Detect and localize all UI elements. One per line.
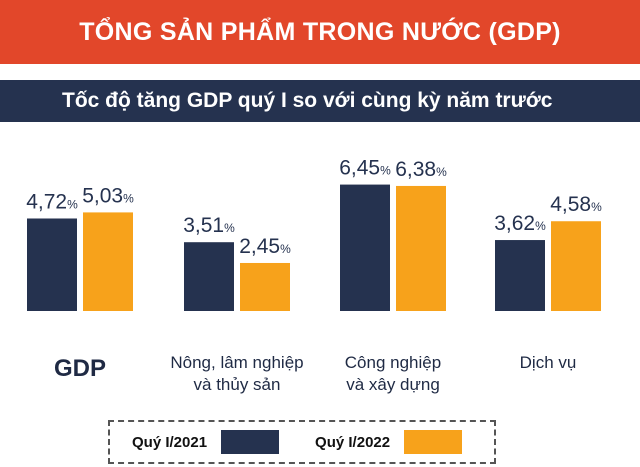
bar-2022-2 (396, 185, 446, 311)
legend-swatch-2022 (404, 430, 463, 454)
value-label: 4,72% (26, 190, 78, 213)
value-label: 2,45% (239, 235, 291, 258)
value-label: 6,45% (339, 157, 391, 180)
subtitle-banner: Tốc độ tăng GDP quý I so với cùng kỳ năm… (0, 80, 640, 122)
bar-2022-0 (83, 212, 133, 311)
value-label: 5,03% (82, 184, 134, 207)
page-title: TỔNG SẢN PHẨM TRONG NƯỚC (GDP) (79, 17, 561, 46)
category-label: GDP (54, 355, 106, 382)
bar-chart: 4,72% 5,03% GDP 3,51%2,45% Nông, lâm nghiệp v… (26, 157, 602, 394)
legend-label-2022: Quý I/2022 (315, 433, 391, 451)
legend: Quý I/2021 Quý I/2022 (108, 420, 496, 464)
bar-2021-0 (27, 218, 77, 311)
category-label: Dịch vụ (520, 353, 577, 372)
value-label: 3,62% (494, 212, 546, 235)
bar-2022-1 (240, 262, 290, 311)
bar-2021-1 (184, 242, 234, 311)
bar-2022-3 (551, 221, 601, 311)
category-label: Công nghiệp và xây dựng (345, 353, 441, 394)
legend-item-2022: Quý I/2022 (315, 430, 463, 454)
legend-item-2021: Quý I/2021 (132, 430, 280, 454)
bar-2021-2 (340, 184, 390, 311)
legend-swatch-2021 (221, 430, 280, 454)
chart-subtitle: Tốc độ tăng GDP quý I so với cùng kỳ năm… (62, 89, 553, 112)
title-banner: TỔNG SẢN PHẨM TRONG NƯỚC (GDP) (0, 0, 640, 64)
value-label: 3,51% (183, 214, 235, 237)
value-label: 4,58% (550, 193, 602, 216)
category-label: Nông, lâm nghiệp và thủy sản (170, 353, 303, 394)
legend-label-2021: Quý I/2021 (132, 433, 208, 451)
value-label: 6,38% (395, 158, 447, 181)
bar-2021-3 (495, 240, 545, 311)
